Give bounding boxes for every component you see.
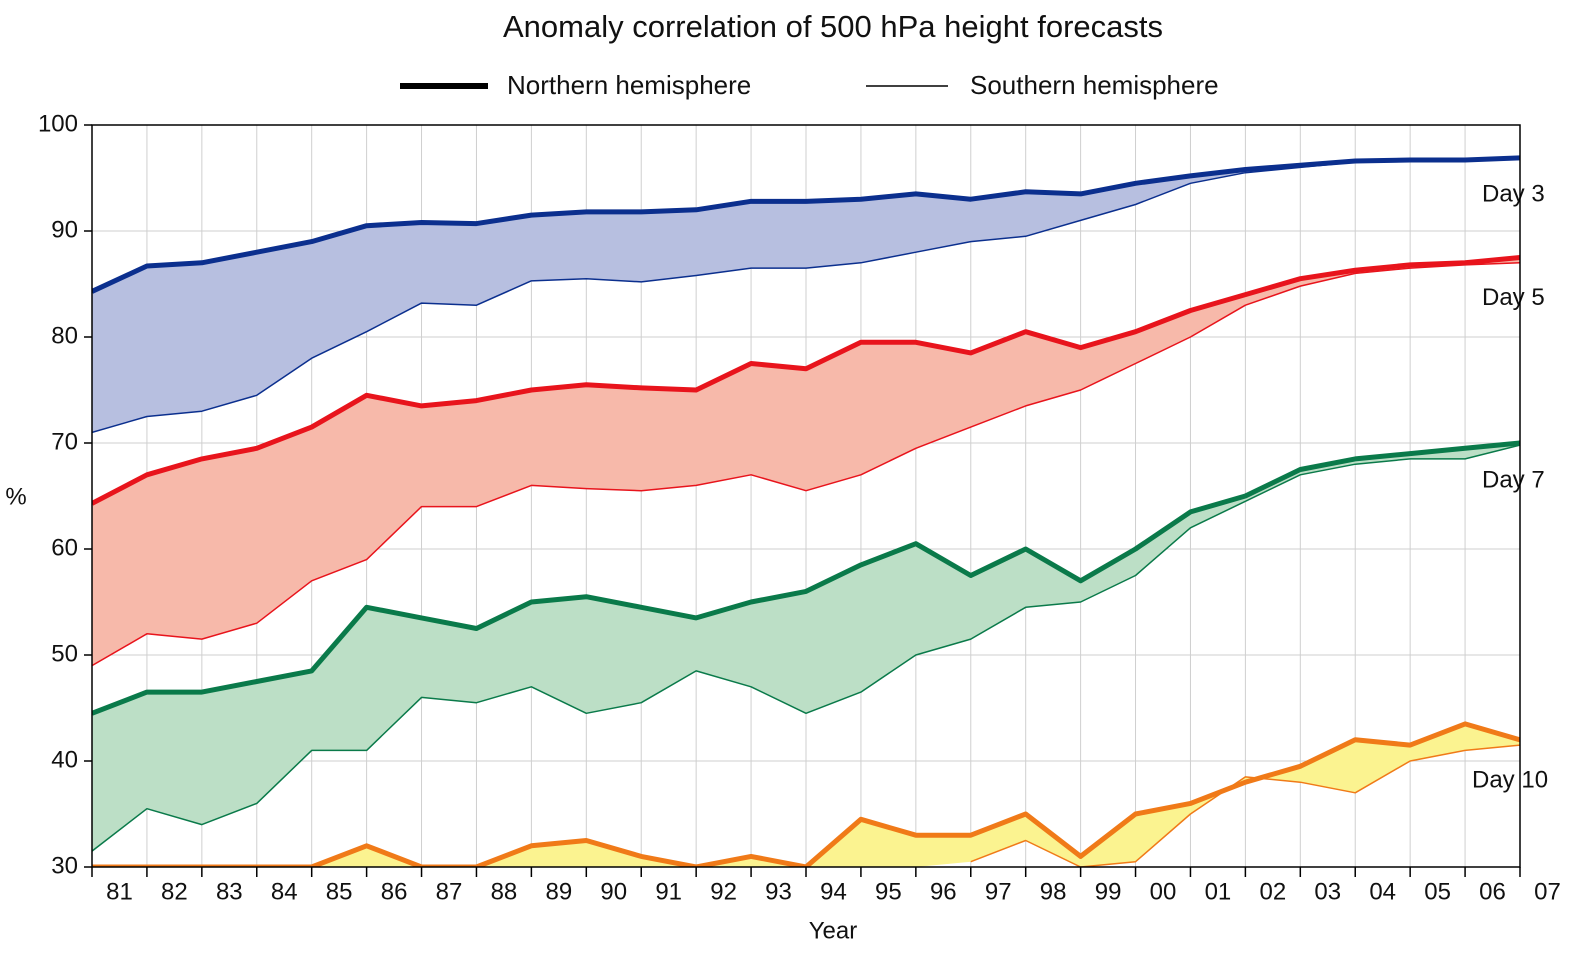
day-label: Day 3 xyxy=(1482,180,1545,207)
y-tick-label: 30 xyxy=(51,852,78,879)
series-line xyxy=(92,440,1520,716)
x-tick-label: 96 xyxy=(930,878,957,905)
y-tick-label: 80 xyxy=(51,322,78,349)
series-line xyxy=(92,721,1520,867)
band-fill xyxy=(92,443,1520,852)
y-tick-label: 100 xyxy=(38,110,78,137)
plot-area xyxy=(92,155,1520,867)
series-line xyxy=(92,444,1520,852)
legend-label: Southern hemisphere xyxy=(970,70,1219,100)
day-label: Day 10 xyxy=(1472,766,1548,793)
x-tick-label: 95 xyxy=(875,878,902,905)
x-tick-label: 04 xyxy=(1369,878,1396,905)
x-axis-label: Year xyxy=(809,917,858,944)
y-tick-label: 70 xyxy=(51,428,78,455)
x-tick-label: 86 xyxy=(381,878,408,905)
day-label: Day 7 xyxy=(1482,466,1545,493)
y-tick-label: 40 xyxy=(51,746,78,773)
plot-frame xyxy=(91,124,1521,868)
series-line xyxy=(970,744,1520,867)
y-axis-label: % xyxy=(5,483,26,510)
band-fill xyxy=(92,157,1520,433)
x-tick-label: 01 xyxy=(1205,878,1232,905)
x-tick-label: 88 xyxy=(491,878,518,905)
series-line xyxy=(92,255,1520,506)
x-tick-label: 87 xyxy=(436,878,463,905)
x-tick-label: 05 xyxy=(1424,878,1451,905)
x-tick-label: 93 xyxy=(765,878,792,905)
y-tick-label: 60 xyxy=(51,534,78,561)
x-tick-label: 02 xyxy=(1259,878,1286,905)
day-label: Day 5 xyxy=(1482,284,1545,311)
x-tick-label: 90 xyxy=(600,878,627,905)
y-tick-label: 50 xyxy=(51,640,78,667)
series-line xyxy=(92,262,1520,667)
legend-label: Northern hemisphere xyxy=(507,70,751,100)
x-tick-label: 83 xyxy=(216,878,243,905)
x-tick-label: 81 xyxy=(106,878,133,905)
x-tick-label: 85 xyxy=(326,878,353,905)
x-tick-label: 98 xyxy=(1040,878,1067,905)
x-tick-label: 00 xyxy=(1150,878,1177,905)
x-tick-label: 89 xyxy=(545,878,572,905)
x-tick-label: 84 xyxy=(271,878,298,905)
chart-title: Anomaly correlation of 500 hPa height fo… xyxy=(503,9,1163,44)
x-tick-label: 91 xyxy=(655,878,682,905)
x-tick-label: 92 xyxy=(710,878,737,905)
y-tick-label: 90 xyxy=(51,216,78,243)
x-tick-label: 99 xyxy=(1095,878,1122,905)
x-tick-label: 07 xyxy=(1534,878,1561,905)
band-fill xyxy=(92,257,1520,666)
x-tick-label: 97 xyxy=(985,878,1012,905)
series-line xyxy=(92,155,1520,294)
x-tick-label: 03 xyxy=(1314,878,1341,905)
band-fill xyxy=(92,723,1520,867)
x-tick-label: 94 xyxy=(820,878,847,905)
x-tick-label: 06 xyxy=(1479,878,1506,905)
x-tick-label: 82 xyxy=(161,878,188,905)
